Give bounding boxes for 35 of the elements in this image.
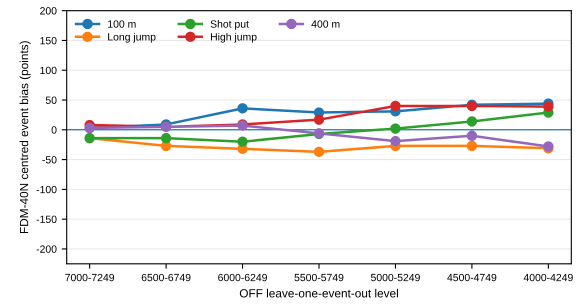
point <box>390 100 401 112</box>
x-tick-label: 6500-6749 <box>142 274 191 282</box>
point <box>390 123 401 134</box>
y-tick-label: -50 <box>42 156 57 164</box>
x-tick-label: 7000-7249 <box>65 274 114 282</box>
point <box>237 136 248 147</box>
legend-label: High jump <box>210 32 257 43</box>
y-axis-title: FDM-40N centred event bias (points) <box>20 41 31 234</box>
point <box>314 146 324 158</box>
legend-label: 100 m <box>108 20 136 28</box>
point <box>237 103 248 114</box>
y-tick-label: 150 <box>40 36 57 44</box>
point <box>466 116 478 127</box>
x-tick-label: 5000-5249 <box>370 274 420 282</box>
x-tick-label: 5500-5749 <box>294 274 344 282</box>
legend-label: 400 m <box>311 20 340 28</box>
y-tick-label: 100 <box>40 66 57 74</box>
x-tick-label: 6000-6249 <box>218 274 267 282</box>
y-tick-label: 50 <box>46 96 57 104</box>
point <box>466 140 478 152</box>
x-tick-label: 4500-4749 <box>447 274 496 282</box>
y-tick-label: 0 <box>52 126 57 134</box>
y-tick-label: -150 <box>36 216 57 224</box>
x-axis-title: OFF leave-one-event-out level <box>240 288 398 298</box>
y-tick-label: -100 <box>36 186 57 194</box>
point <box>543 101 554 112</box>
x-tick-label: 4000-4249 <box>524 274 573 282</box>
point <box>466 130 478 141</box>
point <box>160 132 172 144</box>
point <box>314 114 324 125</box>
legend-label: Shot put <box>210 20 249 30</box>
legend-label: Long jump <box>108 32 156 43</box>
y-tick-label: 200 <box>40 7 57 15</box>
y-tick-label: -200 <box>36 245 57 253</box>
point <box>390 136 401 146</box>
